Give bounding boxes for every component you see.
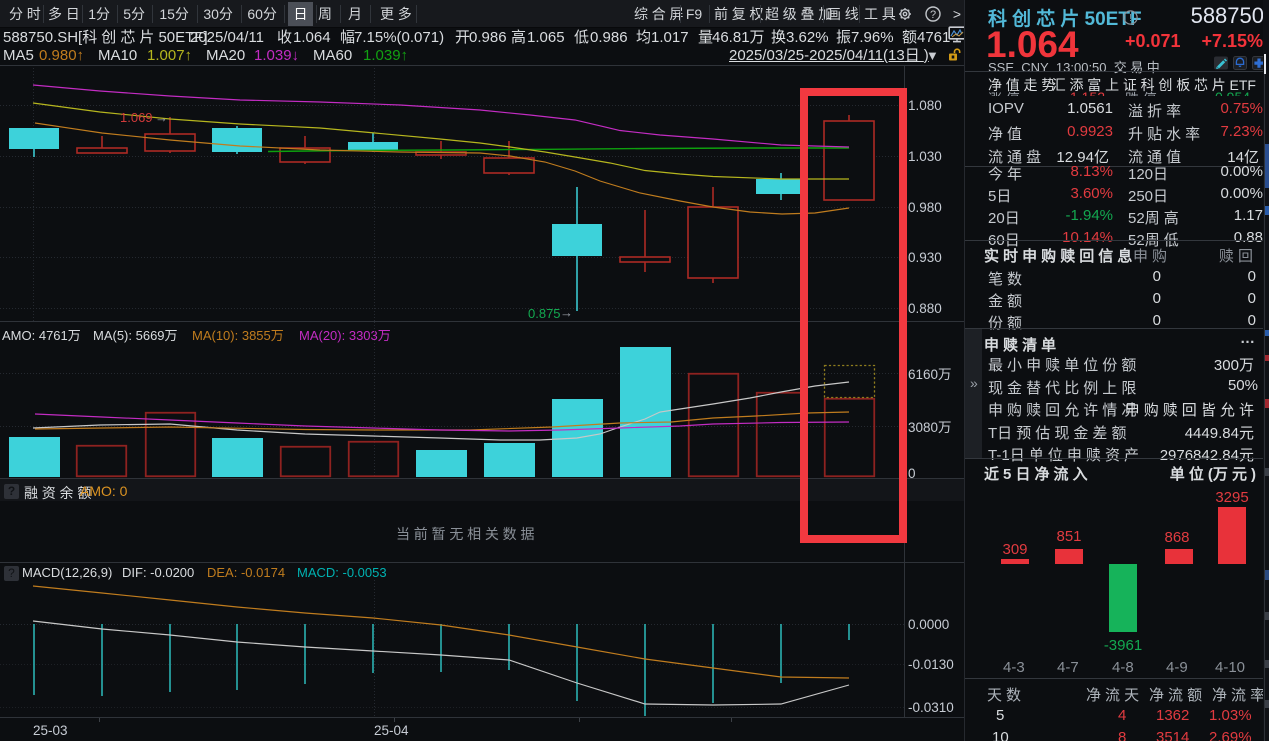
svg-text:6160万: 6160万 bbox=[908, 367, 952, 382]
svg-text:-0.0310: -0.0310 bbox=[908, 700, 954, 715]
svg-text:309: 309 bbox=[1002, 541, 1027, 558]
svg-text:?: ? bbox=[930, 9, 936, 21]
svg-text:→: → bbox=[560, 305, 573, 320]
svg-text:0.980: 0.980 bbox=[908, 200, 942, 215]
svg-text:→: → bbox=[155, 110, 168, 125]
svg-text:868: 868 bbox=[1164, 529, 1189, 546]
svg-text:25-03: 25-03 bbox=[33, 723, 68, 738]
svg-text:3295: 3295 bbox=[1215, 489, 1248, 506]
svg-text:3080万: 3080万 bbox=[908, 420, 952, 435]
svg-text:1.080: 1.080 bbox=[908, 98, 942, 113]
svg-text:1.069: 1.069 bbox=[120, 110, 153, 125]
svg-text:-3961: -3961 bbox=[1104, 637, 1142, 654]
svg-text:0.875: 0.875 bbox=[528, 306, 561, 321]
svg-text:851: 851 bbox=[1056, 528, 1081, 545]
svg-text:0.880: 0.880 bbox=[908, 301, 942, 316]
svg-text:1.030: 1.030 bbox=[908, 149, 942, 164]
svg-text:!: ! bbox=[1129, 13, 1132, 24]
svg-text:0: 0 bbox=[908, 466, 916, 481]
svg-text:-0.0130: -0.0130 bbox=[908, 657, 954, 672]
svg-text:0.930: 0.930 bbox=[908, 250, 942, 265]
svg-text:25-04: 25-04 bbox=[374, 723, 409, 738]
svg-text:0.0000: 0.0000 bbox=[908, 617, 949, 632]
